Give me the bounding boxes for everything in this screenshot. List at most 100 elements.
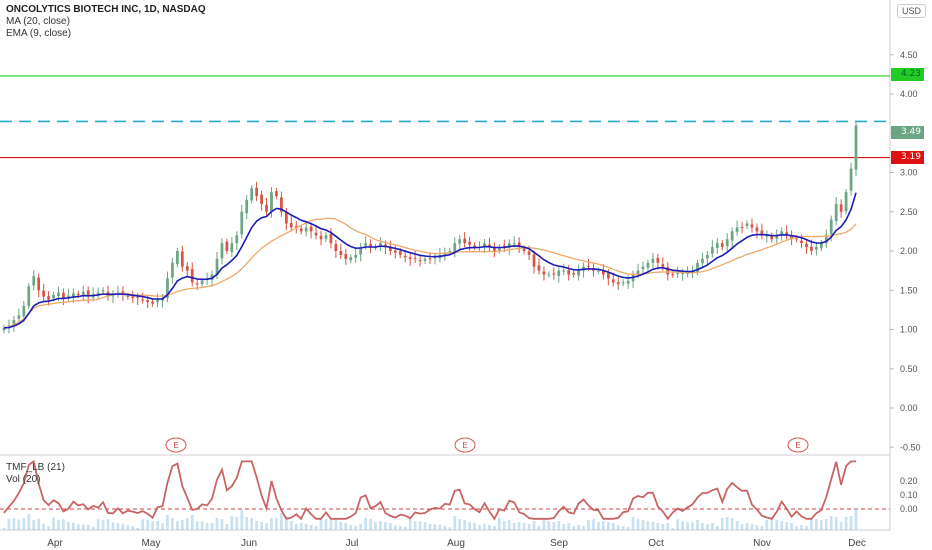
- volume-bar: [324, 519, 328, 530]
- candle-body: [502, 245, 506, 248]
- volume-bar: [433, 524, 437, 530]
- volume-bar: [235, 517, 239, 530]
- candle-body: [775, 235, 779, 239]
- volume-bar: [7, 518, 11, 530]
- volume-bar: [443, 525, 447, 530]
- candle-body: [156, 299, 159, 303]
- volume-bar: [473, 522, 476, 530]
- candle-body: [379, 243, 382, 247]
- volume-bar: [631, 516, 635, 530]
- candle-body: [393, 250, 397, 253]
- candle: [542, 266, 546, 281]
- candle: [651, 252, 655, 268]
- volume-bar: [547, 521, 551, 530]
- candle: [602, 264, 605, 280]
- candle-body: [626, 280, 630, 284]
- candle-body: [517, 242, 521, 248]
- volume-bar: [532, 521, 536, 530]
- volume-bar: [17, 519, 21, 530]
- candle-body: [715, 243, 719, 249]
- candle-body: [309, 226, 313, 232]
- candle-body: [190, 269, 194, 283]
- volume-bar: [696, 520, 699, 530]
- candle-body: [195, 283, 199, 285]
- candle: [304, 221, 308, 237]
- candle-body: [710, 247, 714, 254]
- x-tick-label: Sep: [550, 538, 568, 549]
- volume-bar: [686, 522, 689, 530]
- volume-bar: [413, 521, 417, 530]
- volume-bar: [676, 519, 680, 530]
- volume-bar: [141, 519, 145, 530]
- candle-body: [389, 247, 392, 251]
- candle-body: [815, 247, 818, 250]
- volume-bar: [641, 520, 645, 530]
- candle: [626, 274, 630, 289]
- candle: [844, 188, 848, 215]
- volume-bar: [646, 521, 650, 530]
- candle-body: [369, 244, 372, 248]
- tmf-legend: TMF_LB (21): [6, 462, 65, 473]
- candle-body: [12, 320, 16, 326]
- tmf-tick-label: 0.00: [900, 504, 918, 514]
- volume-bar: [62, 519, 65, 530]
- volume-bar: [289, 521, 293, 530]
- candle: [413, 251, 417, 263]
- y-tick-label: 3.00: [900, 168, 918, 178]
- volume-bar: [468, 522, 471, 530]
- candle-body: [215, 258, 219, 276]
- volume-bar: [339, 522, 343, 530]
- volume-bar: [616, 525, 620, 530]
- volume-bar: [166, 515, 169, 530]
- candle-body: [497, 247, 501, 251]
- candle-body: [324, 235, 328, 239]
- candle: [309, 222, 313, 239]
- volume-bar: [423, 522, 427, 530]
- candle-body: [245, 199, 249, 214]
- candle: [408, 253, 412, 266]
- volume-bar: [369, 519, 372, 530]
- candle: [537, 258, 541, 275]
- candle-body: [230, 243, 234, 252]
- candle-body: [52, 294, 55, 299]
- candle-body: [413, 257, 417, 259]
- candle-body: [250, 188, 254, 201]
- candle-body: [567, 270, 571, 275]
- candle-body: [101, 290, 105, 292]
- volume-bar: [488, 525, 491, 530]
- volume-bar: [765, 520, 769, 530]
- candle-body: [537, 265, 541, 271]
- candle-body: [27, 286, 31, 306]
- volume-bar: [750, 524, 754, 530]
- volume-bar: [32, 519, 36, 530]
- candle: [260, 190, 263, 211]
- candle-body: [2, 327, 6, 331]
- candle-body: [453, 243, 457, 253]
- candle-body: [151, 301, 154, 304]
- volume-bar: [364, 518, 367, 530]
- main-legend: ONCOLYTICS BIOTECH INC, 1D, NASDAQ MA (2…: [6, 4, 206, 40]
- currency-button[interactable]: USD: [896, 4, 926, 18]
- candle: [240, 204, 244, 239]
- vol-legend: Vol (20): [6, 474, 41, 485]
- candle-body: [67, 295, 70, 298]
- volume-bar: [735, 521, 739, 530]
- candle-body: [740, 226, 744, 228]
- volume-bar: [542, 518, 546, 530]
- candle-body: [468, 241, 471, 245]
- candle: [428, 252, 432, 264]
- current-price-tag: 3.49: [890, 126, 924, 139]
- volume-bar: [195, 521, 199, 530]
- candle-body: [671, 274, 675, 276]
- earnings-badge: [165, 437, 187, 453]
- candle: [314, 225, 318, 240]
- candle-body: [359, 247, 363, 255]
- candle: [423, 255, 427, 265]
- y-tick-label: 2.50: [900, 207, 918, 217]
- candle: [334, 240, 338, 258]
- candle: [185, 262, 189, 278]
- x-tick-label: Jun: [241, 538, 257, 549]
- candle-body: [735, 227, 739, 232]
- candle: [230, 237, 234, 257]
